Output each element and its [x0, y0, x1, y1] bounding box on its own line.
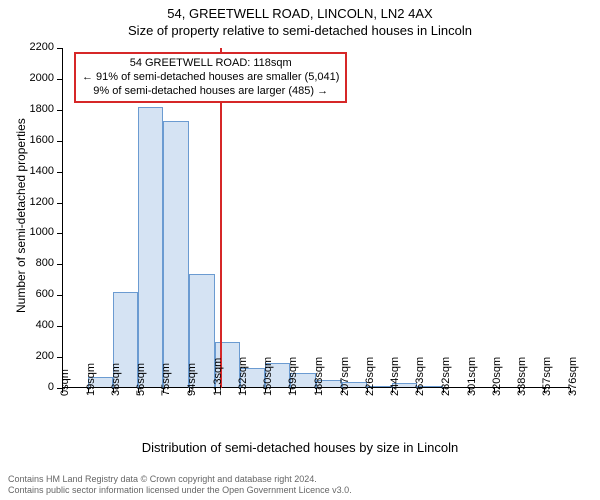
ytick-label: 600: [22, 288, 54, 300]
ytick-label: 400: [22, 319, 54, 331]
ytick-label: 2200: [22, 41, 54, 53]
footer-attribution: Contains HM Land Registry data © Crown c…: [8, 474, 352, 496]
page-title: 54, GREETWELL ROAD, LINCOLN, LN2 4AX: [0, 0, 600, 21]
ytick-label: 200: [22, 350, 54, 362]
infobox-line: ← 91% of semi-detached houses are smalle…: [82, 71, 339, 85]
ytick-label: 1000: [22, 226, 54, 238]
ytick-label: 1600: [22, 134, 54, 146]
ytick-label: 0: [22, 381, 54, 393]
histogram-bar: [163, 121, 189, 388]
histogram-bar: [138, 107, 164, 388]
chart-container: { "title": "54, GREETWELL ROAD, LINCOLN,…: [0, 0, 600, 500]
ytick-label: 1400: [22, 165, 54, 177]
ytick-label: 1200: [22, 196, 54, 208]
y-axis-label: Number of semi-detached properties: [14, 118, 28, 313]
footer-line: Contains public sector information licen…: [8, 485, 352, 496]
ytick-label: 800: [22, 257, 54, 269]
ytick-label: 2000: [22, 72, 54, 84]
page-subtitle: Size of property relative to semi-detach…: [0, 21, 600, 38]
x-axis-caption: Distribution of semi-detached houses by …: [0, 440, 600, 455]
footer-line: Contains HM Land Registry data © Crown c…: [8, 474, 352, 485]
ytick-label: 1800: [22, 103, 54, 115]
reference-info-box: 54 GREETWELL ROAD: 118sqm ← 91% of semi-…: [74, 52, 347, 103]
infobox-line: 54 GREETWELL ROAD: 118sqm: [82, 57, 339, 71]
infobox-line: 9% of semi-detached houses are larger (4…: [82, 85, 339, 99]
